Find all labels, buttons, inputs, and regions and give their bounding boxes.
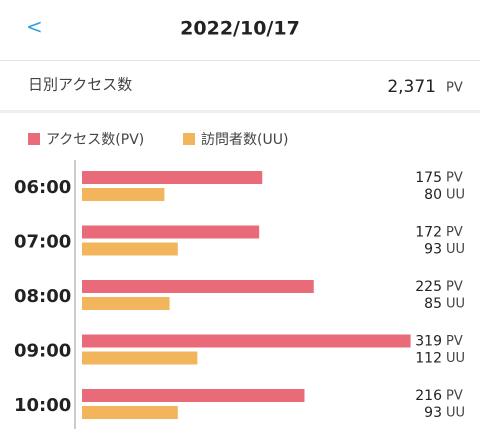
legend-swatch — [28, 133, 40, 145]
value-unit: UU — [446, 242, 465, 257]
value-label: 175 — [415, 170, 442, 186]
bar — [82, 351, 198, 365]
value-unit: PV — [446, 280, 463, 295]
back-button[interactable]: < — [26, 15, 43, 39]
value-unit: UU — [446, 297, 465, 312]
legend-label: 訪問者数(UU) — [201, 132, 288, 148]
header-divider — [0, 60, 480, 61]
value-label: 80 — [424, 187, 442, 203]
bar — [82, 297, 170, 310]
summary-unit: PV — [446, 81, 463, 96]
category-label: 08:00 — [14, 286, 71, 307]
bar — [82, 406, 178, 419]
value-label: 93 — [424, 242, 442, 258]
value-label: 319 — [415, 334, 442, 350]
bar — [82, 171, 263, 184]
value-unit: PV — [446, 171, 463, 186]
page-title: 2022/10/17 — [180, 18, 300, 40]
bar — [82, 188, 165, 201]
value-unit: UU — [446, 188, 465, 203]
value-label: 216 — [415, 388, 442, 404]
bar — [82, 242, 178, 256]
value-label: 85 — [424, 296, 442, 312]
category-label: 07:00 — [14, 232, 71, 253]
value-unit: PV — [446, 225, 463, 240]
bar — [82, 389, 305, 402]
legend-swatch — [183, 133, 195, 145]
legend-label: アクセス数(PV) — [46, 132, 144, 148]
value-label: 172 — [415, 225, 442, 241]
bar — [82, 225, 260, 239]
value-unit: UU — [446, 406, 465, 421]
value-label: 112 — [415, 351, 442, 367]
summary-label: 日別アクセス数 — [28, 76, 132, 94]
value-unit: PV — [446, 334, 463, 349]
summary-divider — [0, 110, 480, 113]
category-label: 10:00 — [14, 395, 71, 416]
category-label: 09:00 — [14, 341, 71, 362]
value-unit: UU — [446, 351, 465, 366]
value-label: 93 — [424, 405, 442, 421]
bar — [82, 334, 411, 348]
summary-value: 2,371 — [387, 77, 436, 97]
category-label: 06:00 — [14, 177, 71, 198]
bar — [82, 280, 314, 293]
value-label: 225 — [415, 279, 442, 295]
value-unit: PV — [446, 389, 463, 404]
